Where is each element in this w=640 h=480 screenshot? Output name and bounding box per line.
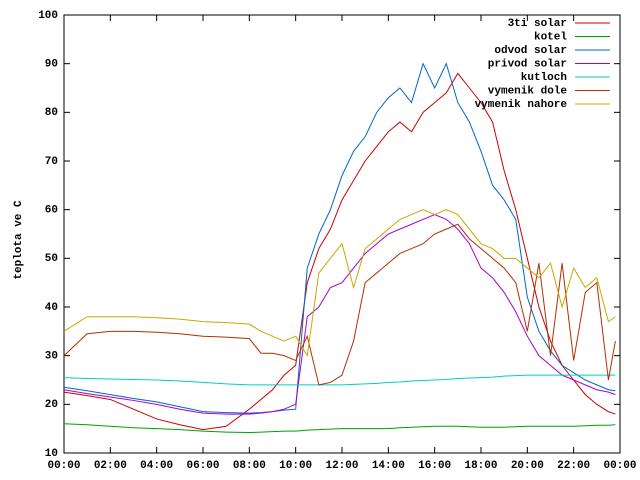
legend-label: privod solar [488, 58, 567, 70]
x-tick-label: 02:00 [94, 460, 127, 472]
y-tick-label: 70 [45, 156, 58, 168]
y-tick-label: 20 [45, 399, 58, 411]
x-tick-label: 20:00 [511, 460, 544, 472]
legend-label: vymenik dole [488, 85, 568, 97]
series-line [63, 213, 616, 415]
y-tick-label: 80 [45, 107, 58, 119]
legend-label: kotel [534, 31, 567, 43]
legend-label: kutloch [521, 72, 567, 84]
y-tick-label: 100 [38, 10, 58, 22]
x-tick-label: 00:00 [47, 460, 80, 472]
y-tick-label: 30 [45, 351, 58, 363]
x-tick-label: 22:00 [557, 460, 590, 472]
series-line [63, 423, 616, 434]
x-tick-label: 18:00 [464, 460, 497, 472]
legend-label: 3ti solar [508, 18, 567, 30]
series-line [63, 72, 616, 431]
x-tick-label: 08:00 [233, 460, 266, 472]
x-tick-label: 14:00 [372, 460, 405, 472]
y-tick-label: 40 [45, 302, 58, 314]
y-tick-label: 50 [45, 253, 58, 265]
y-tick-label: 10 [45, 448, 58, 460]
x-tick-label: 10:00 [279, 460, 312, 472]
legend-label: odvod solar [494, 45, 567, 57]
series-line [63, 223, 616, 386]
y-tick-label: 90 [45, 59, 58, 71]
series-line [63, 374, 616, 386]
x-tick-label: 06:00 [186, 460, 219, 472]
plot-frame [63, 14, 621, 454]
x-tick-label: 16:00 [418, 460, 451, 472]
y-tick-label: 60 [45, 205, 58, 217]
x-tick-label: 04:00 [140, 460, 173, 472]
x-tick-label: 00:00 [603, 460, 636, 472]
y-axis-label: teplota ve C [13, 200, 25, 280]
legend-label: vymenik nahore [475, 99, 568, 111]
series-line [63, 62, 616, 414]
x-tick-label: 12:00 [325, 460, 358, 472]
series-line [63, 209, 616, 358]
